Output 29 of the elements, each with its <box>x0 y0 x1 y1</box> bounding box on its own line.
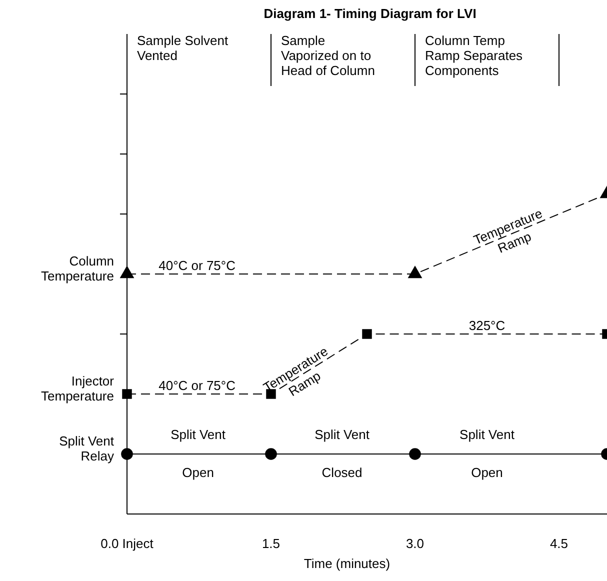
point <box>265 448 277 460</box>
x-axis-title: Time (minutes) <box>304 556 390 571</box>
x-tick-label: 4.5 <box>550 536 568 551</box>
x-tick-label: 0.0 Inject <box>100 536 154 551</box>
series-label: Injector Temperature <box>41 373 115 403</box>
x-tick-label: 3.0 <box>406 536 424 551</box>
text: Sample Vaporized on to Head of Column <box>281 32 375 78</box>
point <box>409 448 421 460</box>
text: Sample Solvent Vented <box>137 32 228 62</box>
chart-title: Diagram 1- Timing Diagram for LVI <box>264 6 476 21</box>
annotation: Split Vent <box>460 426 515 442</box>
annotation: Split Vent <box>314 426 370 442</box>
annotation: 40°C or 75°C <box>158 258 236 272</box>
annotation: 40°C or 75°C <box>158 378 236 392</box>
annotation: Open <box>471 464 503 480</box>
point <box>121 448 133 460</box>
annotation: Open <box>182 464 214 480</box>
point <box>362 329 372 339</box>
series-label: Split Vent Relay <box>59 433 114 463</box>
x-tick-label: 1.5 <box>262 536 280 551</box>
annotation: 325°C <box>468 318 506 332</box>
point <box>266 389 276 399</box>
point <box>408 266 422 278</box>
series-label: Column Temperature <box>41 253 114 283</box>
point <box>120 266 134 278</box>
annotation: Split Vent <box>170 426 226 442</box>
annotation: Closed <box>322 464 362 480</box>
text: Column Temp Ramp Separates Components <box>425 32 524 78</box>
point <box>122 389 132 399</box>
